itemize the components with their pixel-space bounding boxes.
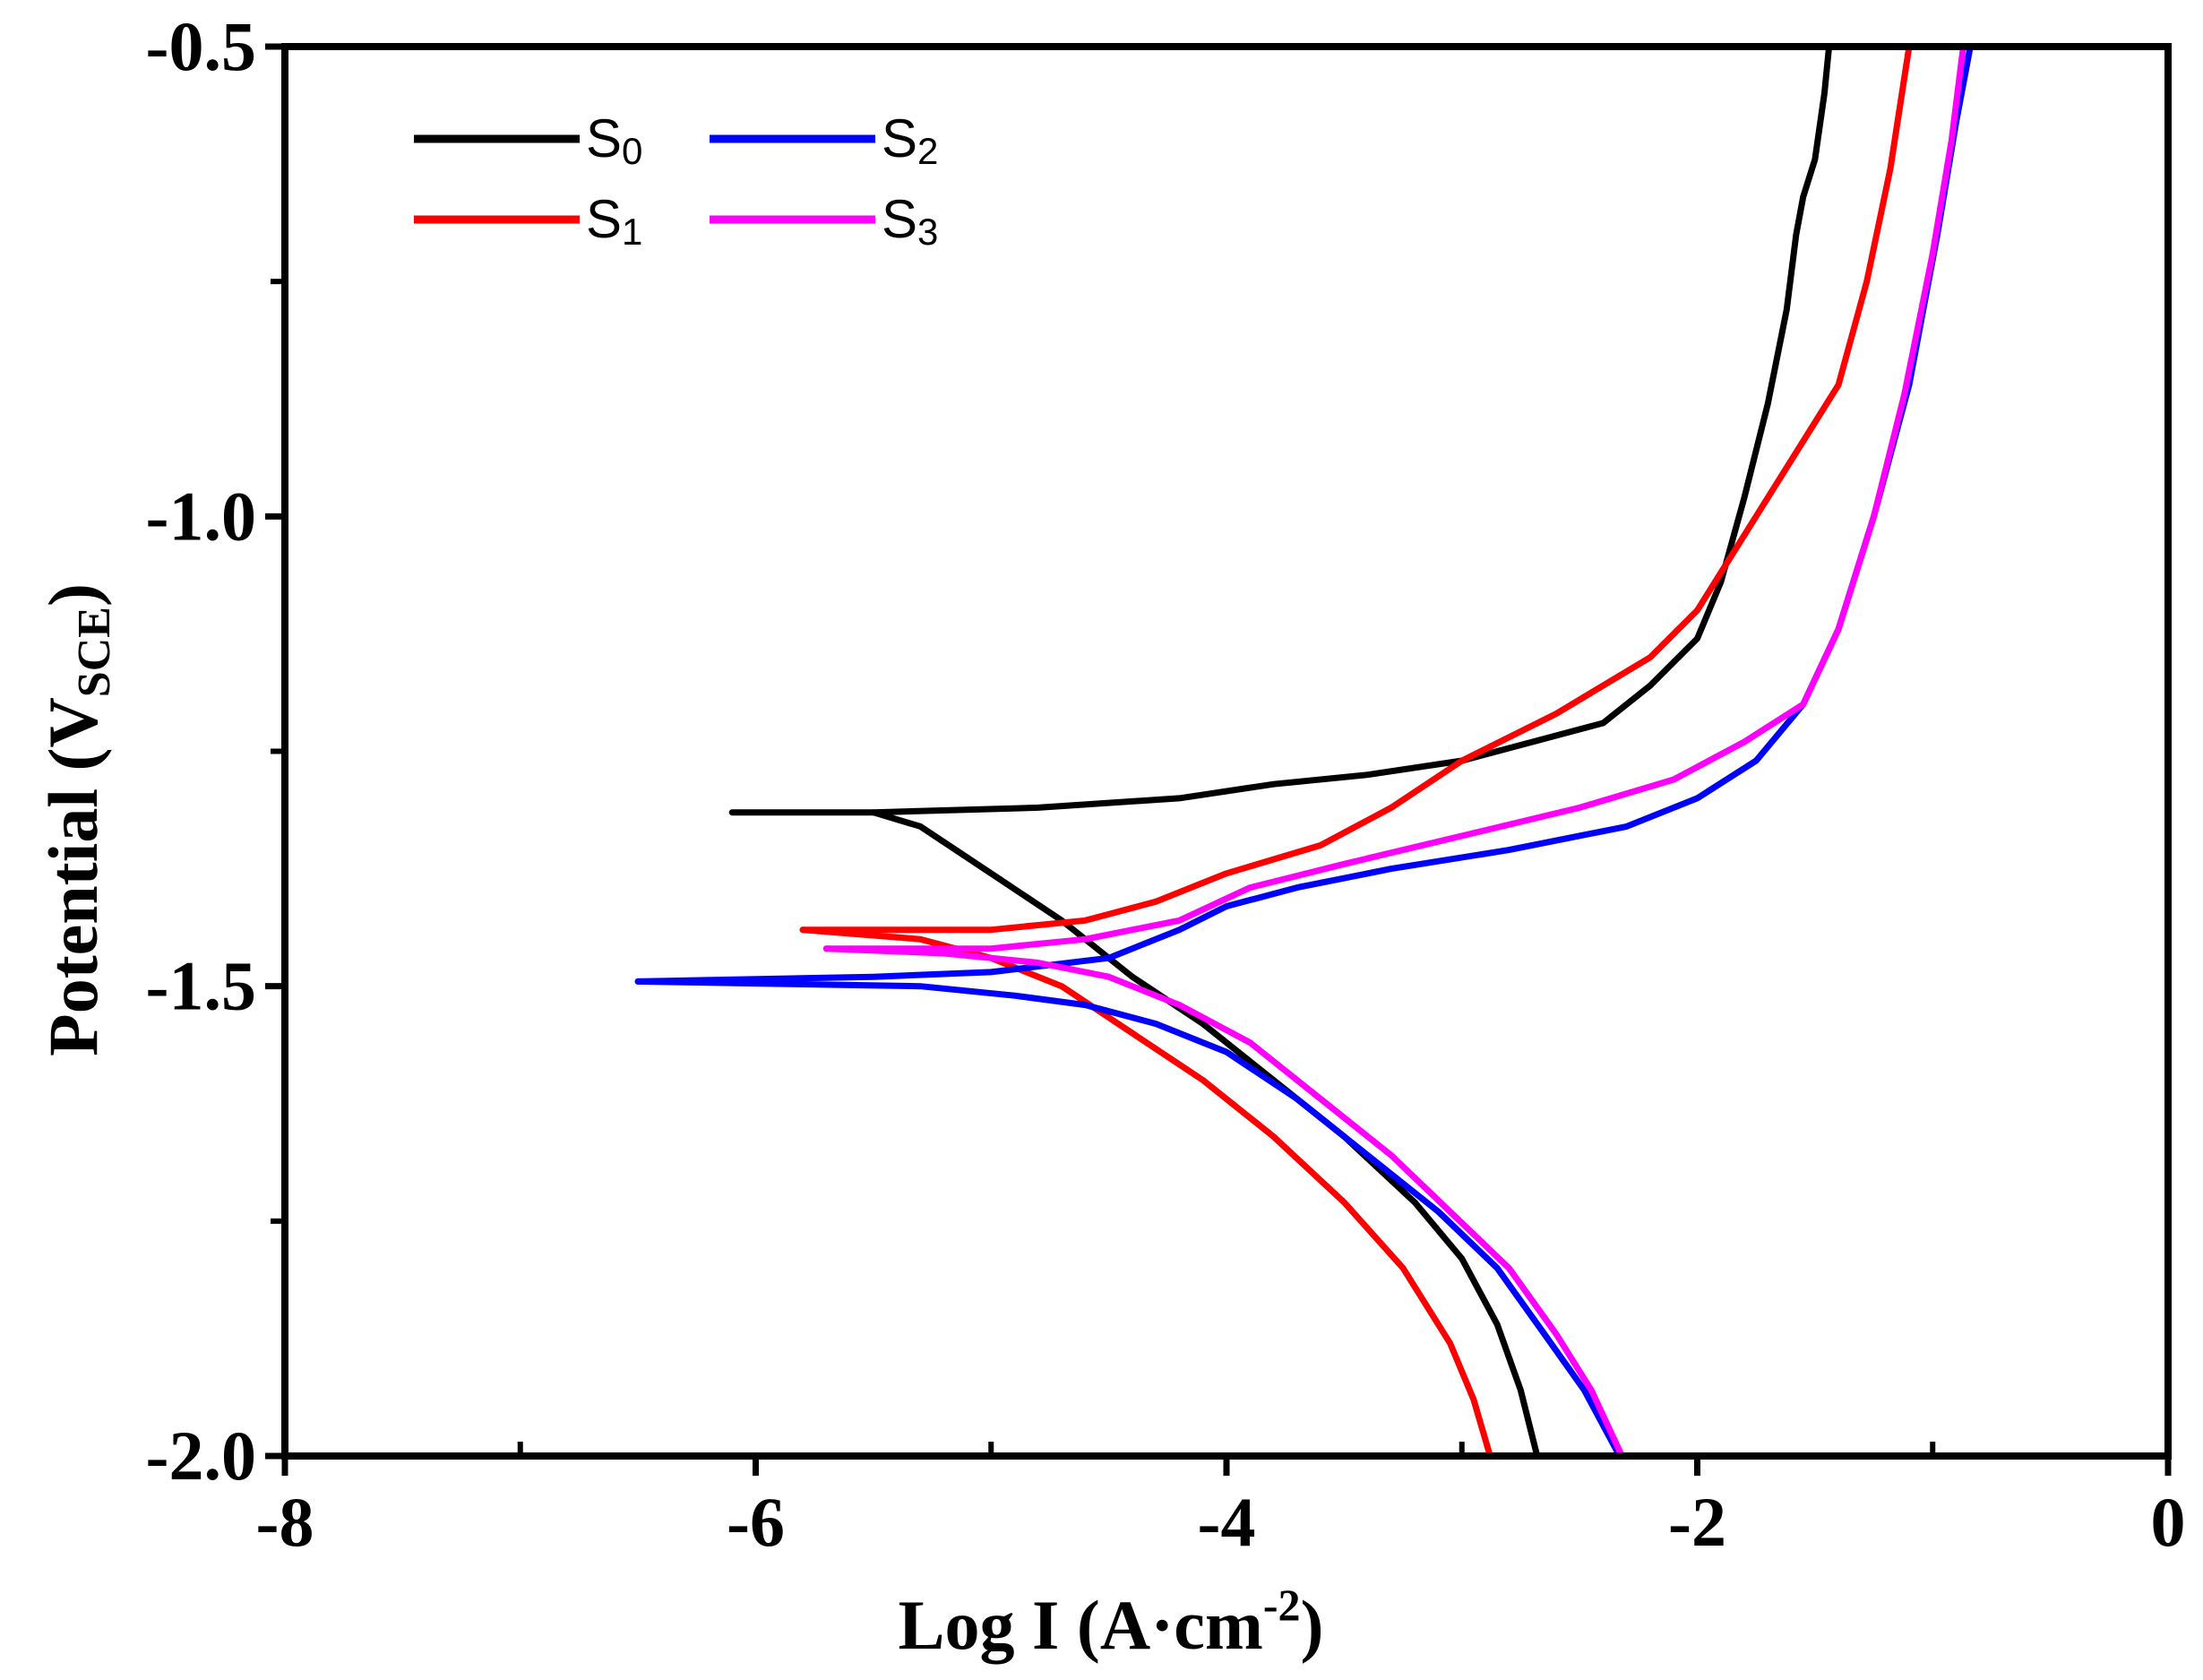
- x-axis-title-end: ): [1300, 1586, 1323, 1664]
- x-axis-title-main: Log I (A·cm: [899, 1586, 1263, 1664]
- x-tick-label: -6: [727, 1483, 785, 1561]
- series-s2-cathodic-line: [634, 978, 1623, 1460]
- tick-labels-layer: -8 -6 -4 -2 0 -2.0 -1.5 -1.0 -0.5: [146, 7, 2186, 1561]
- legend-item-s0: S0: [414, 108, 642, 172]
- y-tick-label: -1.5: [146, 947, 256, 1025]
- curves-layer: [634, 43, 1974, 1460]
- legend-label-s3: S3: [882, 189, 938, 253]
- x-tick-label: -2: [1668, 1483, 1726, 1561]
- legend-label-sub: 0: [622, 130, 642, 172]
- x-axis-title-sup: -2: [1263, 1580, 1301, 1630]
- y-tick-label: -2.0: [146, 1417, 256, 1495]
- series-s3-cathodic-line: [822, 945, 1625, 1460]
- y-axis-title: Potential (VSCE): [34, 583, 120, 1056]
- legend-label-main: S: [882, 189, 917, 249]
- series-s0-anodic-line: [728, 43, 1833, 816]
- series-s1-anodic-line: [799, 43, 1913, 934]
- legend-label-s2: S2: [882, 108, 938, 172]
- series-s1-cathodic-line: [799, 926, 1493, 1460]
- series-s2-anodic-line: [634, 43, 1974, 985]
- x-tick-label: -8: [256, 1483, 314, 1561]
- legend-item-s1: S1: [414, 189, 642, 253]
- legend-label-s0: S0: [586, 108, 642, 172]
- legend-item-s3: S3: [710, 189, 938, 253]
- y-axis-title-main: Potential (V: [34, 697, 112, 1056]
- x-tick-label: 0: [2151, 1483, 2186, 1561]
- legend-label-sub: 2: [917, 130, 938, 172]
- y-axis-title-end: ): [34, 583, 112, 607]
- legend-label-sub: 1: [622, 211, 642, 253]
- plot-frame: [281, 43, 2172, 1460]
- series-s3-anodic-line: [822, 43, 1966, 952]
- y-tick-label: -0.5: [146, 7, 256, 85]
- y-tick-label: -1.0: [146, 477, 256, 555]
- ticks-layer: [265, 43, 2172, 1476]
- y-axis-title-sub: SCE: [69, 607, 120, 697]
- legend-label-main: S: [586, 189, 622, 249]
- legend-label-s1: S1: [586, 189, 642, 253]
- legend-item-s2: S2: [710, 108, 938, 172]
- legend-label-sub: 3: [917, 211, 938, 253]
- legend-label-main: S: [882, 108, 917, 168]
- x-axis-title: Log I (A·cm-2): [899, 1580, 1324, 1664]
- x-tick-label: -4: [1198, 1483, 1256, 1561]
- legend-label-main: S: [586, 108, 622, 168]
